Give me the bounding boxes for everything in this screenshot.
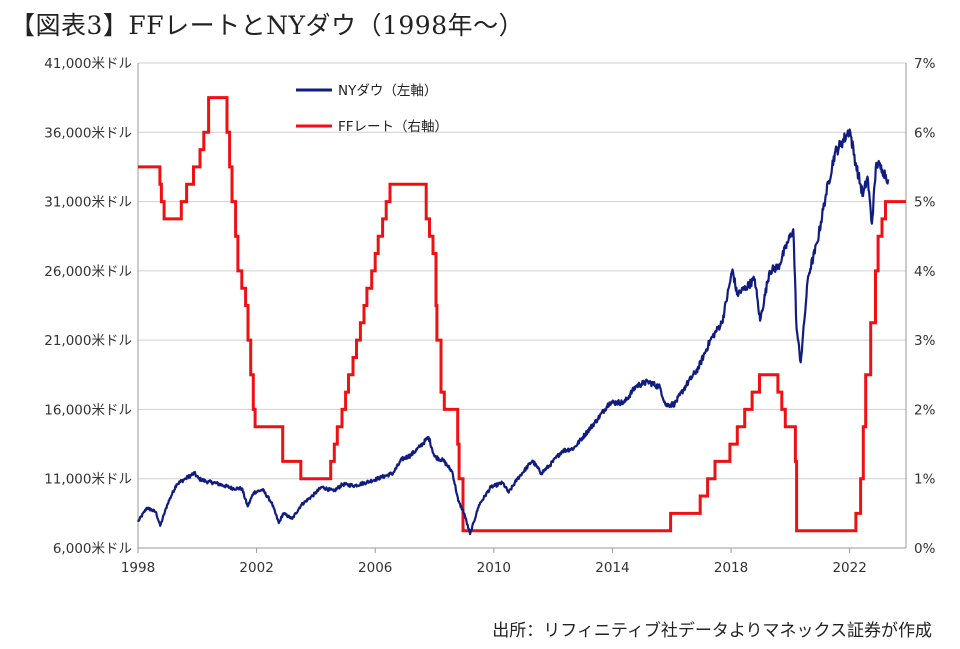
right-tick-label: 3%	[914, 333, 936, 349]
axes	[137, 63, 907, 549]
legend: NYダウ（左軸） FFレート（右軸）	[296, 83, 448, 135]
x-tick-label: 1998	[121, 560, 155, 576]
right-axis-ticks: 0% 1% 2% 3% 4% 5% 6% 7%	[914, 56, 936, 557]
x-tick-label: 2006	[358, 560, 392, 576]
x-axis-ticks: 1998 2002 2006 2010 2014 2018 2022	[121, 548, 867, 576]
ff-rate-line	[138, 96, 906, 533]
source-note: 出所：リフィニティブ社データよりマネックス証券が作成	[492, 621, 932, 641]
chart-title: 【図表3】FFレートとNYダウ（1998年～）	[10, 11, 525, 40]
left-tick-label: 31,000米ドル	[44, 195, 132, 211]
left-tick-label: 36,000米ドル	[44, 125, 132, 141]
right-tick-label: 4%	[914, 264, 936, 280]
right-tick-label: 6%	[914, 125, 936, 141]
dow-line	[137, 128, 890, 536]
gridlines	[138, 62, 906, 480]
left-tick-label: 11,000米ドル	[44, 472, 132, 488]
right-tick-label: 5%	[914, 195, 936, 211]
legend-item-dow-label: NYダウ（左軸）	[338, 83, 437, 99]
x-tick-label: 2022	[832, 560, 866, 576]
x-tick-label: 2010	[477, 560, 511, 576]
chart-canvas: 6,000米ドル 11,000米ドル 16,000米ドル 21,000米ドル 26,00…	[44, 56, 936, 576]
series	[137, 96, 906, 536]
legend-item-ff-label: FFレート（右軸）	[338, 119, 448, 135]
left-tick-label: 16,000米ドル	[44, 402, 132, 418]
x-tick-label: 2018	[714, 560, 748, 576]
right-tick-label: 7%	[914, 56, 936, 72]
left-tick-label: 26,000米ドル	[44, 264, 132, 280]
x-tick-label: 2002	[239, 560, 273, 576]
left-axis-ticks: 6,000米ドル 11,000米ドル 16,000米ドル 21,000米ドル 26,00…	[44, 56, 132, 557]
right-tick-label: 1%	[914, 472, 936, 488]
right-tick-label: 0%	[914, 541, 936, 557]
left-tick-label: 6,000米ドル	[53, 541, 132, 557]
x-tick-label: 2014	[595, 560, 629, 576]
left-tick-label: 21,000米ドル	[44, 333, 132, 349]
right-tick-label: 2%	[914, 402, 936, 418]
left-tick-label: 41,000米ドル	[44, 56, 132, 72]
